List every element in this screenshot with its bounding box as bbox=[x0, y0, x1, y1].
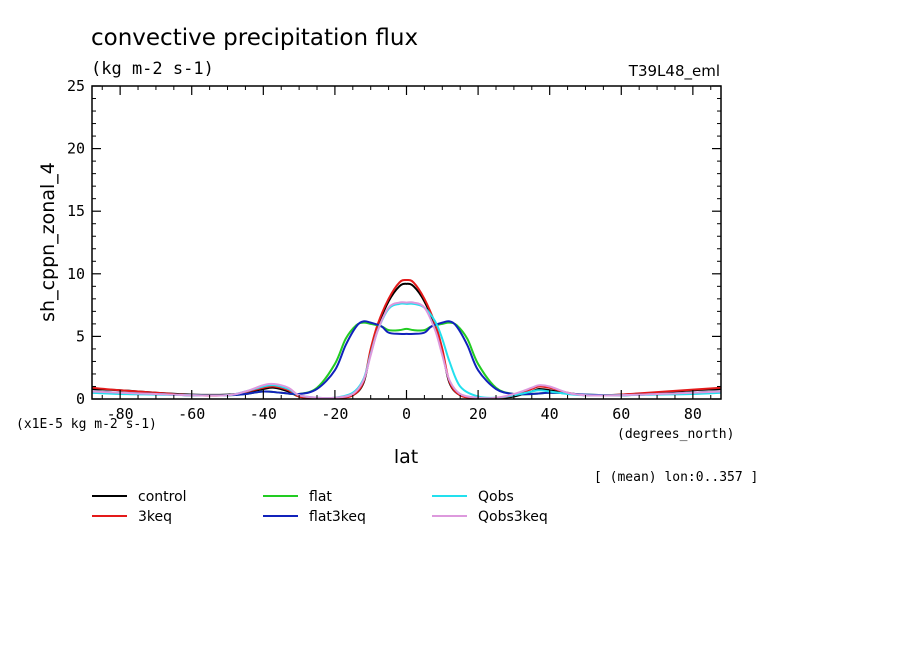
series-line-qobs3keq bbox=[92, 301, 721, 399]
x-tick-label: 60 bbox=[612, 405, 630, 423]
y-tick-label: 25 bbox=[67, 77, 85, 95]
series-line-control bbox=[92, 282, 721, 399]
x-axis-units: (degrees_north) bbox=[617, 427, 734, 442]
averaging-note: [ (mean) lon:0..357 ] bbox=[594, 470, 758, 485]
legend-item-control: control bbox=[92, 489, 187, 505]
legend-item-flat: flat bbox=[263, 489, 332, 505]
legend-label: flat3keq bbox=[309, 509, 366, 525]
y-tick-label: 10 bbox=[67, 265, 85, 283]
legend-label: control bbox=[138, 489, 187, 505]
legend-item-3keq: 3keq bbox=[92, 509, 172, 525]
legend-label: Qobs3keq bbox=[478, 509, 548, 525]
x-tick-label: 0 bbox=[402, 405, 411, 423]
series-layer bbox=[92, 279, 721, 399]
y-tick-label: 15 bbox=[67, 202, 85, 220]
x-axis-label: lat bbox=[394, 446, 418, 468]
x-tick-label: 20 bbox=[469, 405, 487, 423]
chart-title: convective precipitation flux bbox=[91, 25, 418, 51]
series-line-qobs bbox=[92, 302, 721, 399]
legend-label: Qobs bbox=[478, 489, 514, 505]
x-tick-label: -40 bbox=[250, 405, 277, 423]
legend-item-qobs: Qobs bbox=[432, 489, 514, 505]
experiment-label: T39L48_eml bbox=[628, 62, 720, 81]
chart-units: (kg m-2 s-1) bbox=[91, 59, 214, 79]
legend-label: flat bbox=[309, 489, 332, 505]
series-line-3keq bbox=[92, 279, 721, 399]
plot-frame bbox=[91, 85, 722, 400]
y-tick-label: 5 bbox=[76, 327, 85, 345]
legend-label: 3keq bbox=[138, 509, 172, 525]
x-tick-label: -60 bbox=[178, 405, 205, 423]
y-tick-label: 0 bbox=[76, 390, 85, 408]
axis-ticks: -80 -60 -40 -20 0 20 40 60 80 0 5 10 15 20 25 bbox=[67, 77, 721, 423]
legend-item-qobs3keq: Qobs3keq bbox=[432, 509, 548, 525]
y-axis-label: sh_cppn_zonal_4 bbox=[37, 162, 59, 322]
series-line-flat3keq bbox=[92, 320, 721, 397]
x-tick-label: 80 bbox=[684, 405, 702, 423]
x-tick-label: 40 bbox=[541, 405, 559, 423]
legend-item-flat3keq: flat3keq bbox=[263, 509, 366, 525]
x-tick-label: -20 bbox=[321, 405, 348, 423]
legend: control 3keq flat flat3keq Qobs Qobs3keq bbox=[92, 489, 548, 525]
y-scale-note: (x1E-5 kg m-2 s-1) bbox=[16, 417, 157, 432]
y-tick-label: 20 bbox=[67, 140, 85, 158]
x-tick-label: -80 bbox=[107, 405, 134, 423]
